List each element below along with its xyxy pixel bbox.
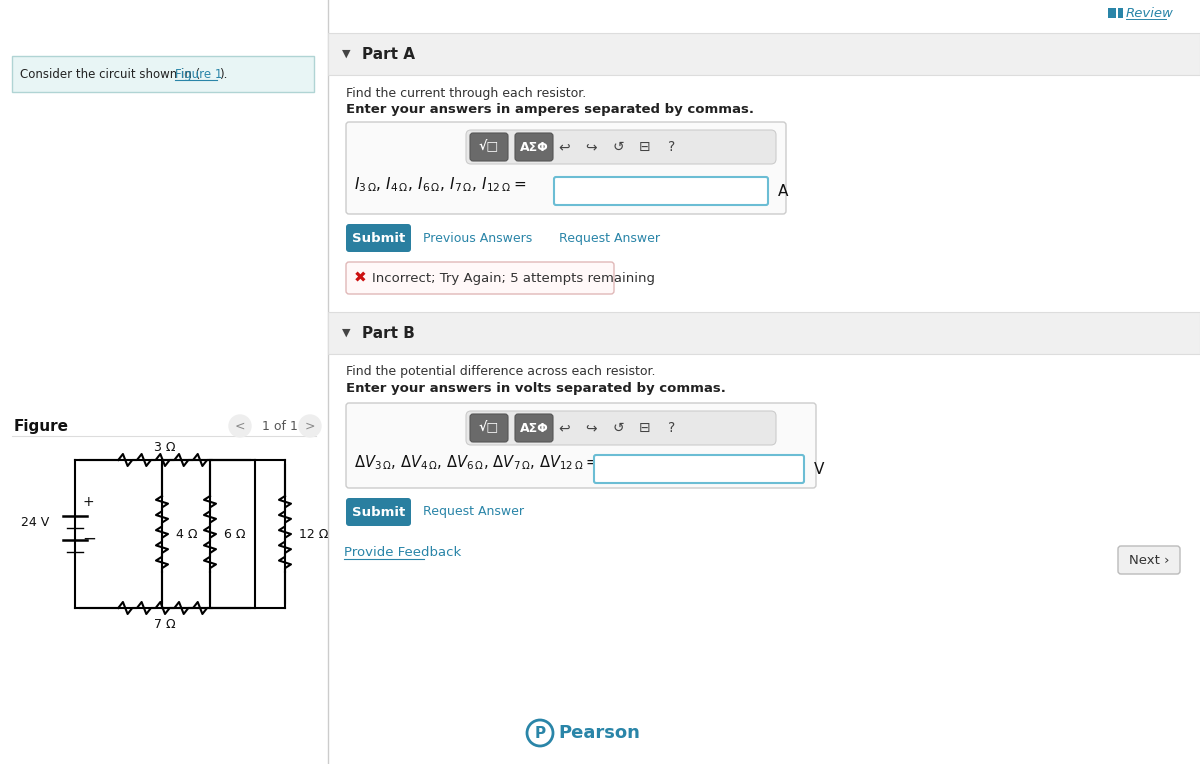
Text: Enter your answers in amperes separated by commas.: Enter your answers in amperes separated … bbox=[346, 102, 754, 115]
Text: ↩: ↩ bbox=[558, 140, 570, 154]
Bar bbox=[328, 312, 1200, 354]
Text: A: A bbox=[778, 183, 788, 199]
Text: Next ›: Next › bbox=[1129, 553, 1169, 566]
Text: $I_{3\,\Omega},\, I_{4\,\Omega},\, I_{6\,\Omega},\, I_{7\,\Omega},\, I_{12\,\Ome: $I_{3\,\Omega},\, I_{4\,\Omega},\, I_{6\… bbox=[354, 176, 527, 194]
Text: ↺: ↺ bbox=[612, 140, 624, 154]
FancyBboxPatch shape bbox=[346, 498, 410, 526]
FancyBboxPatch shape bbox=[470, 133, 508, 161]
Text: −: − bbox=[82, 530, 96, 548]
Text: Provide Feedback: Provide Feedback bbox=[344, 546, 461, 559]
Text: ?: ? bbox=[668, 140, 676, 154]
Text: ⊟: ⊟ bbox=[640, 140, 650, 154]
Text: ⊟: ⊟ bbox=[640, 421, 650, 435]
FancyBboxPatch shape bbox=[346, 262, 614, 294]
Text: Find the potential difference across each resistor.: Find the potential difference across eac… bbox=[346, 364, 655, 377]
Text: ↺: ↺ bbox=[612, 421, 624, 435]
FancyBboxPatch shape bbox=[515, 133, 553, 161]
Text: Previous Answers: Previous Answers bbox=[424, 231, 533, 244]
Bar bbox=[0, 0, 328, 764]
Text: >: > bbox=[305, 419, 316, 432]
Text: ).: ). bbox=[220, 67, 227, 80]
Text: 12 Ω: 12 Ω bbox=[299, 527, 329, 540]
Text: ▼: ▼ bbox=[342, 328, 350, 338]
FancyBboxPatch shape bbox=[346, 403, 816, 488]
Text: Part B: Part B bbox=[362, 325, 415, 341]
Text: Incorrect; Try Again; 5 attempts remaining: Incorrect; Try Again; 5 attempts remaini… bbox=[372, 271, 655, 284]
Text: ↪: ↪ bbox=[586, 140, 596, 154]
Text: 1 of 1: 1 of 1 bbox=[262, 419, 298, 432]
Text: 7 Ω: 7 Ω bbox=[154, 617, 176, 630]
Text: Enter your answers in volts separated by commas.: Enter your answers in volts separated by… bbox=[346, 381, 726, 394]
FancyBboxPatch shape bbox=[466, 411, 776, 445]
Text: ?: ? bbox=[668, 421, 676, 435]
Text: $\Delta V_{3\,\Omega},\, \Delta V_{4\,\Omega},\, \Delta V_{6\,\Omega},\, \Delta : $\Delta V_{3\,\Omega},\, \Delta V_{4\,\O… bbox=[354, 454, 598, 472]
Text: √□: √□ bbox=[479, 422, 499, 435]
Text: ↪: ↪ bbox=[586, 421, 596, 435]
Text: Request Answer: Request Answer bbox=[559, 231, 660, 244]
FancyBboxPatch shape bbox=[346, 224, 410, 252]
Text: 4 Ω: 4 Ω bbox=[176, 527, 198, 540]
Bar bbox=[1118, 8, 1123, 18]
Bar bbox=[12, 56, 314, 92]
Text: Figure 1: Figure 1 bbox=[175, 67, 222, 80]
Text: ↩: ↩ bbox=[558, 421, 570, 435]
FancyBboxPatch shape bbox=[466, 130, 776, 164]
FancyBboxPatch shape bbox=[554, 177, 768, 205]
Text: P: P bbox=[534, 726, 546, 740]
FancyBboxPatch shape bbox=[470, 414, 508, 442]
Text: +: + bbox=[82, 495, 94, 509]
Text: Pearson: Pearson bbox=[558, 724, 640, 742]
Text: ΑΣΦ: ΑΣΦ bbox=[520, 141, 548, 154]
Text: Find the current through each resistor.: Find the current through each resistor. bbox=[346, 86, 587, 99]
Bar bbox=[1108, 8, 1116, 18]
FancyBboxPatch shape bbox=[594, 455, 804, 483]
Text: Part A: Part A bbox=[362, 47, 415, 61]
Text: Submit: Submit bbox=[352, 231, 406, 244]
FancyBboxPatch shape bbox=[346, 122, 786, 214]
Bar bbox=[328, 33, 1200, 75]
Text: Review: Review bbox=[1126, 7, 1174, 20]
Text: ▼: ▼ bbox=[342, 49, 350, 59]
Text: ΑΣΦ: ΑΣΦ bbox=[520, 422, 548, 435]
Text: √□: √□ bbox=[479, 141, 499, 154]
Text: <: < bbox=[235, 419, 245, 432]
Circle shape bbox=[299, 415, 322, 437]
FancyBboxPatch shape bbox=[515, 414, 553, 442]
Text: ✖: ✖ bbox=[354, 270, 366, 286]
FancyBboxPatch shape bbox=[1118, 546, 1180, 574]
Text: Consider the circuit shown in (: Consider the circuit shown in ( bbox=[20, 67, 200, 80]
Text: 3 Ω: 3 Ω bbox=[155, 441, 175, 454]
Text: Figure: Figure bbox=[14, 419, 70, 433]
Text: V: V bbox=[814, 461, 824, 477]
Text: 24 V: 24 V bbox=[20, 516, 49, 529]
Text: Submit: Submit bbox=[352, 506, 406, 519]
Circle shape bbox=[229, 415, 251, 437]
Text: 6 Ω: 6 Ω bbox=[224, 527, 246, 540]
Text: Request Answer: Request Answer bbox=[424, 506, 524, 519]
